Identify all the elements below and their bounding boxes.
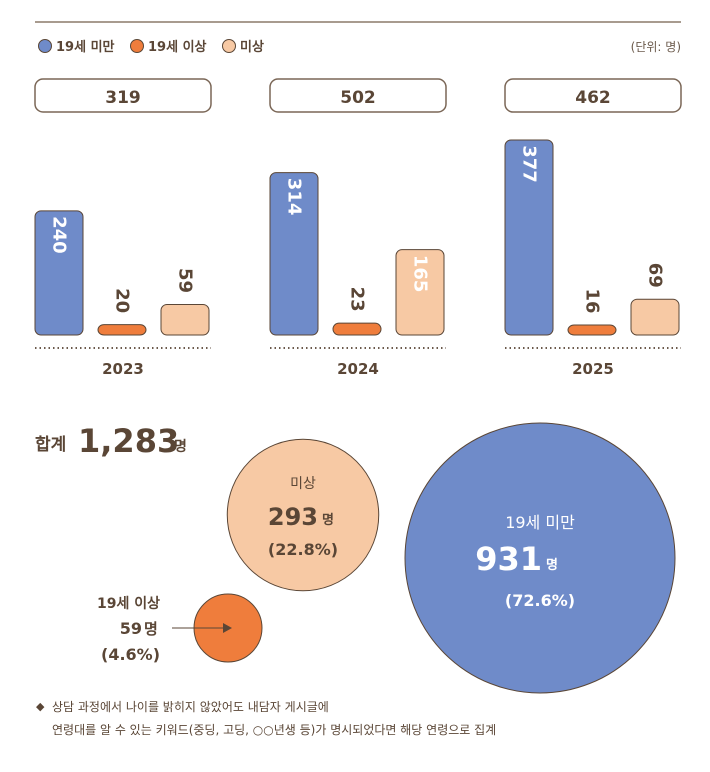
bar-value-label: 314 — [284, 178, 305, 216]
unit-label: (단위: 명) — [631, 40, 681, 54]
bar-19세이상-2024 — [332, 322, 382, 336]
total-value-label: 462 — [575, 88, 611, 108]
bubble-percent-label: (22.8%) — [268, 540, 338, 559]
bar-19세미만-2024 — [269, 172, 319, 336]
bar-19세미만-2025 — [504, 139, 554, 336]
bar-19세이상-2023 — [97, 324, 147, 336]
total-value: 1,283 — [78, 422, 179, 460]
total-pill — [504, 78, 682, 113]
bar-미상-2024 — [395, 249, 445, 336]
year-group-2023: 319 240 20 59 2023 — [34, 78, 212, 378]
year-group-2024: 502 314 23 165 2024 — [269, 78, 447, 378]
bubble-circle — [404, 422, 676, 694]
bubble-value-label: 59 — [120, 619, 142, 638]
legend-swatch-unknown — [222, 39, 236, 53]
bar-value-label: 240 — [49, 216, 70, 254]
bubble-미상: 미상 293 명 (22.8%) — [226, 438, 380, 592]
bubble-name-label: 미상 — [290, 476, 316, 492]
bubble-percent-label: (4.6%) — [101, 645, 160, 664]
footnote: ◆ 상담 과정에서 나이를 밝히지 않았어도 내담자 게시글에 연령대를 알 수… — [36, 700, 496, 737]
bar-미상-2023 — [160, 303, 210, 336]
bubble-unit-label: 명 — [546, 557, 558, 573]
bar-value-label: 59 — [175, 268, 196, 293]
bar-value-label: 377 — [519, 145, 540, 183]
legend-swatch-under19 — [38, 39, 52, 53]
bubble-unit-label: 명 — [322, 512, 334, 528]
bubble-19세이상: 19세 이상 59 명 (4.6%) — [97, 593, 263, 664]
bar-19세이상-2025 — [567, 324, 617, 336]
legend-label-unknown: 미상 — [240, 39, 264, 55]
bubble-name-label: 19세 미만 — [505, 513, 575, 532]
total-value-label: 319 — [105, 88, 141, 108]
bar-19세미만-2023 — [34, 210, 84, 336]
bubble-name-label: 19세 이상 — [97, 595, 160, 612]
bubble-value-label: 931 — [475, 540, 542, 578]
x-tick-label: 2023 — [102, 360, 144, 378]
bubble-19세미만: 19세 미만 931 명 (72.6%) — [404, 422, 676, 694]
bar-value-label: 20 — [112, 288, 133, 313]
total-unit: 명 — [174, 438, 187, 455]
year-group-2025: 462 377 16 69 2025 — [504, 78, 682, 378]
footnote-line-2: 연령대를 알 수 있는 키워드(중딩, 고딩, ○○년생 등)가 명시되었다면 … — [52, 723, 496, 737]
bar-chart: 319 240 20 59 2023 502 314 23 165 2024 462 377 16 69 2… — [34, 78, 682, 378]
bubble-value-label: 293 — [268, 503, 318, 531]
bubble-circle — [226, 438, 380, 592]
bar-value-label: 23 — [347, 287, 368, 312]
callout-arrowhead — [223, 623, 232, 633]
bar-value-label: 165 — [410, 255, 431, 293]
x-tick-label: 2025 — [572, 360, 614, 378]
bar-미상-2025 — [630, 298, 680, 336]
total-label: 합계 — [35, 434, 66, 455]
footnote-line-1: 상담 과정에서 나이를 밝히지 않았어도 내담자 게시글에 — [52, 700, 329, 714]
total-heading: 합계 1,283 명 — [35, 422, 187, 460]
total-pill — [34, 78, 212, 113]
legend: 19세 미만 19세 이상 미상 — [38, 39, 264, 55]
total-value-label: 502 — [340, 88, 376, 108]
legend-label-under19: 19세 미만 — [56, 39, 115, 55]
bubble-percent-label: (72.6%) — [505, 591, 575, 610]
legend-swatch-over19 — [130, 39, 144, 53]
footnote-bullet: ◆ — [36, 700, 45, 713]
bubble-unit-label: 명 — [144, 620, 158, 638]
bar-value-label: 69 — [645, 263, 666, 288]
total-pill — [269, 78, 447, 113]
bar-value-label: 16 — [582, 288, 603, 313]
x-tick-label: 2024 — [337, 360, 379, 378]
legend-label-over19: 19세 이상 — [148, 39, 207, 55]
